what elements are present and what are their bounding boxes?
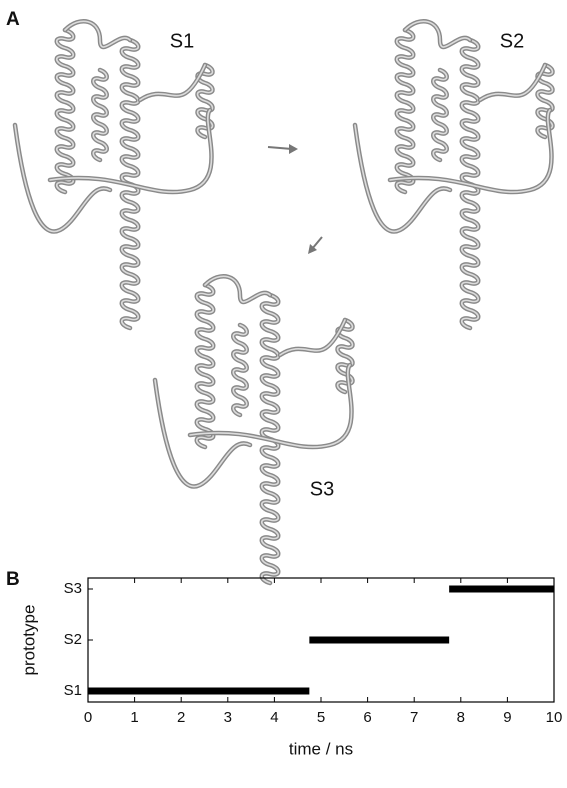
ribbon-highlight bbox=[92, 69, 108, 161]
x-tick-label: 5 bbox=[317, 709, 325, 726]
state-label: S3 bbox=[310, 478, 334, 500]
x-tick-label: 0 bbox=[84, 709, 92, 726]
ribbon-highlight bbox=[395, 29, 415, 193]
state-segment bbox=[449, 585, 554, 593]
ribbon-highlight bbox=[49, 109, 213, 193]
ribbon-highlight bbox=[432, 69, 448, 161]
ribbon-highlight bbox=[64, 20, 131, 48]
ribbon-highlight bbox=[232, 324, 248, 416]
ribbon-highlight bbox=[139, 64, 206, 101]
panel-label: B bbox=[6, 569, 20, 590]
ribbon-highlight bbox=[354, 124, 451, 233]
protein-structures bbox=[12, 19, 555, 586]
ribbon-highlight bbox=[479, 64, 546, 101]
transition-arrow bbox=[267, 144, 323, 254]
ribbon-highlight bbox=[55, 29, 75, 193]
ribbon-highlight bbox=[279, 319, 346, 356]
ribbon-highlight bbox=[404, 20, 471, 48]
x-tick-label: 9 bbox=[503, 709, 511, 726]
x-tick-label: 10 bbox=[546, 709, 563, 726]
ribbon-highlight bbox=[195, 284, 215, 448]
y-tick-label: S1 bbox=[64, 682, 82, 699]
y-tick-label: S2 bbox=[64, 631, 82, 648]
ribbon-highlight bbox=[189, 364, 353, 448]
y-axis-title: prototype bbox=[19, 605, 38, 676]
y-tick-label: S3 bbox=[64, 580, 82, 597]
ribbon-highlight bbox=[389, 109, 553, 193]
panel-label: A bbox=[6, 9, 20, 30]
state-segment bbox=[309, 636, 450, 644]
state-label: S1 bbox=[170, 30, 194, 52]
state-segment bbox=[88, 687, 310, 695]
ribbon-highlight bbox=[154, 379, 251, 488]
x-axis-title: time / ns bbox=[289, 739, 353, 758]
x-tick-label: 4 bbox=[270, 709, 278, 726]
x-tick-label: 8 bbox=[457, 709, 465, 726]
state-label: S2 bbox=[500, 30, 524, 52]
x-tick-label: 3 bbox=[224, 709, 232, 726]
x-tick-label: 7 bbox=[410, 709, 418, 726]
x-tick-label: 6 bbox=[363, 709, 371, 726]
x-tick-label: 2 bbox=[177, 709, 185, 726]
ribbon-highlight bbox=[204, 275, 271, 303]
ribbon-highlight bbox=[14, 124, 111, 233]
x-tick-label: 1 bbox=[130, 709, 138, 726]
